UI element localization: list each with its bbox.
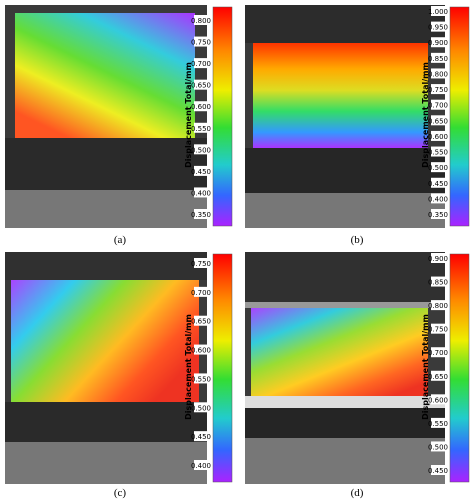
colorbar-tick-label: 0.350 [191,211,211,219]
tick-box [431,6,449,16]
tick-box [194,258,212,268]
colorbar-tick-label: 0.400 [428,195,448,203]
colorbar-tick-label: 0.750 [191,260,211,268]
colorbar-tick-label: 0.600 [191,347,211,355]
tick-box [194,79,212,90]
tick-box [194,431,212,442]
tick-box [431,300,449,311]
colorbar-tick-label: 0.500 [428,443,448,451]
panel-image: 0.900 0.850 0.800 0.750 0.700 0.650 0.600 0.550… [245,252,470,484]
colorbar-tick-label: 0.750 [191,39,211,47]
tick-box [194,286,212,297]
colorbar-title: Displacement Total/mm [184,314,193,420]
colorbar-tick-label: 0.800 [428,70,448,78]
tick-box [431,37,449,48]
panel-image: 0.800 0.750 0.700 0.650 0.600 0.550 0.500 0.450… [5,5,235,228]
colorbar-tick-label: 0.400 [191,462,211,470]
colorbar-title: Displacement Total/mm [421,62,430,168]
colorbar-tick-label: 0.750 [428,326,448,334]
tick-box [431,276,449,287]
colorbar-tick-label: 0.350 [428,211,448,219]
colorbar-tick-label: 0.550 [428,149,448,157]
tick-box [431,162,449,173]
tick-box [431,193,449,204]
tick-box [431,130,449,141]
colorbar-tick-label: 0.550 [428,420,448,428]
colorbar-tick-label: 1.000 [428,8,448,16]
tick-box [194,187,212,198]
colorbar-title: Displacement Total/mm [421,314,430,420]
tick-box [431,394,449,405]
tick-box [431,115,449,126]
tick-box [431,253,449,263]
tick-box [431,99,449,110]
tick-box [431,52,449,63]
colorbar-tick-label: 0.650 [191,318,211,326]
tick-box [194,402,212,413]
tick-box [194,101,212,112]
colorbar-tick-label: 0.450 [191,168,211,176]
tick-box [431,209,449,219]
colorbar-tick-label: 0.500 [191,404,211,412]
colorbar-tick-label: 0.700 [191,60,211,68]
colorbar-tick-label: 0.800 [191,17,211,25]
panel-label: (d) [350,487,364,499]
colorbar-tick-label: 0.550 [191,125,211,133]
colorbar-tick-label: 0.450 [428,467,448,475]
colorbar-tick-label: 0.450 [428,180,448,188]
colorbar-tick-label: 0.650 [191,82,211,90]
tick-box [194,122,212,133]
colorbar-tick-label: 0.400 [191,189,211,197]
tick-box [431,177,449,188]
tick-box [431,68,449,79]
colorbar-tick-label: 0.900 [428,255,448,263]
colorbar-tick-label: 0.600 [428,133,448,141]
tick-box [194,373,212,384]
colorbar-tick-label: 0.850 [428,55,448,63]
colorbar-tick-label: 0.450 [191,433,211,441]
colorbar-tick-label: 0.500 [428,164,448,172]
tick-box [431,21,449,32]
colorbar-tick-label: 0.650 [428,117,448,125]
tick-box [194,209,212,219]
panel-image: 1.000 0.950 0.900 0.850 0.800 0.750 0.700 0.650… [245,5,470,228]
tick-box [431,323,449,334]
panel-label: (c) [113,487,127,499]
colorbar-tick-label: 0.650 [428,373,448,381]
colorbar-tick-label: 0.800 [428,302,448,310]
colorbar-tick-label: 0.850 [428,279,448,287]
panel-label: (a) [113,234,127,246]
tick-box [194,36,212,47]
tick-box [194,165,212,176]
tick-box [431,370,449,381]
colorbar-tick-label: 0.700 [428,102,448,110]
tick-box [194,460,212,470]
colorbar-tick-label: 0.700 [191,289,211,297]
tick-box [431,146,449,157]
tick-box [194,58,212,69]
panel-image: 0.750 0.700 0.650 0.600 0.550 0.500 0.450 0.400… [5,252,235,484]
tick-box [431,84,449,95]
tick-box [194,15,212,25]
colorbar-tick-label: 0.600 [428,396,448,404]
colorbar-tick-label: 0.900 [428,39,448,47]
tick-box [431,417,449,428]
tick-box [194,344,212,355]
colorbar-tick-label: 0.950 [428,24,448,32]
tick-box [431,347,449,358]
tick-box [194,315,212,326]
colorbar-tick-label: 0.550 [191,375,211,383]
colorbar-tick-label: 0.600 [191,103,211,111]
colorbar-tick-label: 0.750 [428,86,448,94]
panel-label: (b) [350,234,364,246]
colorbar-tick-label: 0.700 [428,349,448,357]
colorbar-tick-label: 0.500 [191,146,211,154]
tick-box [194,144,212,155]
tick-box [431,465,449,475]
colorbar-title: Displacement Total/mm [184,62,193,168]
tick-box [431,441,449,452]
